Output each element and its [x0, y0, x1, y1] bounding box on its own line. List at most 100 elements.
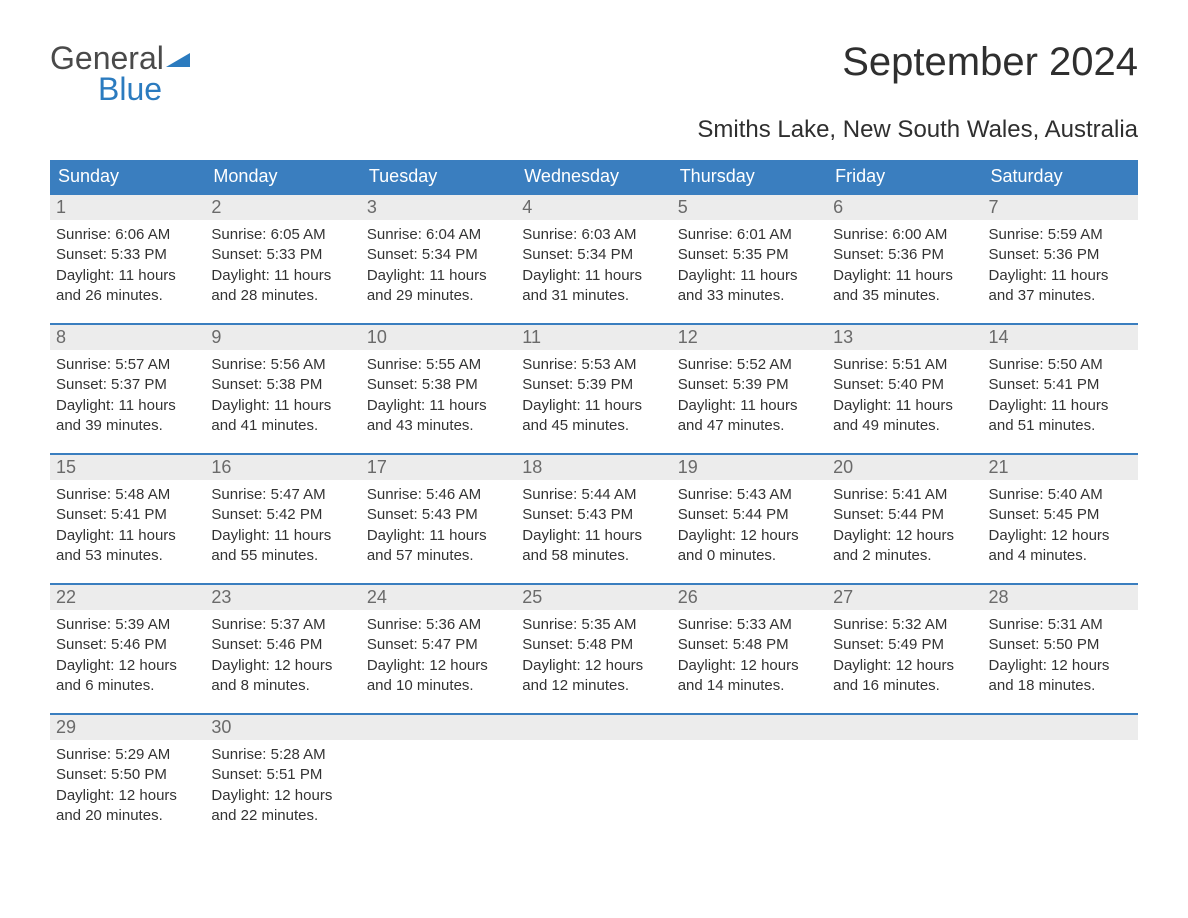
day-number: 10 — [361, 325, 516, 350]
sunset-line: Sunset: 5:34 PM — [367, 245, 510, 265]
sunrise-line: Sunrise: 5:43 AM — [678, 485, 821, 505]
day-cell: 5Sunrise: 6:01 AMSunset: 5:35 PMDaylight… — [672, 195, 827, 321]
day-cell: 4Sunrise: 6:03 AMSunset: 5:34 PMDaylight… — [516, 195, 671, 321]
sunset-line: Sunset: 5:34 PM — [522, 245, 665, 265]
sunrise-line: Sunrise: 5:51 AM — [833, 355, 976, 375]
day-cell: 11Sunrise: 5:53 AMSunset: 5:39 PMDayligh… — [516, 325, 671, 451]
day-cell: 29Sunrise: 5:29 AMSunset: 5:50 PMDayligh… — [50, 715, 205, 841]
sunset-line: Sunset: 5:33 PM — [56, 245, 199, 265]
daylight-line: Daylight: 11 hours and 39 minutes. — [56, 396, 199, 437]
daylight-line: Daylight: 12 hours and 22 minutes. — [211, 786, 354, 827]
daylight-line: Daylight: 12 hours and 12 minutes. — [522, 656, 665, 697]
daylight-line: Daylight: 11 hours and 57 minutes. — [367, 526, 510, 567]
sunrise-line: Sunrise: 5:50 AM — [989, 355, 1132, 375]
day-number: 25 — [516, 585, 671, 610]
daylight-line: Daylight: 12 hours and 10 minutes. — [367, 656, 510, 697]
day-number: 14 — [983, 325, 1138, 350]
daylight-line: Daylight: 11 hours and 45 minutes. — [522, 396, 665, 437]
day-cell: 20Sunrise: 5:41 AMSunset: 5:44 PMDayligh… — [827, 455, 982, 581]
day-number: 16 — [205, 455, 360, 480]
day-number: 8 — [50, 325, 205, 350]
daylight-line: Daylight: 12 hours and 4 minutes. — [989, 526, 1132, 567]
sunset-line: Sunset: 5:49 PM — [833, 635, 976, 655]
sunrise-line: Sunrise: 5:32 AM — [833, 615, 976, 635]
sunrise-line: Sunrise: 5:44 AM — [522, 485, 665, 505]
daylight-line: Daylight: 12 hours and 0 minutes. — [678, 526, 821, 567]
day-cell: 8Sunrise: 5:57 AMSunset: 5:37 PMDaylight… — [50, 325, 205, 451]
day-number: 22 — [50, 585, 205, 610]
week-row: 1Sunrise: 6:06 AMSunset: 5:33 PMDaylight… — [50, 193, 1138, 321]
day-number: . — [516, 715, 671, 740]
day-body: Sunrise: 5:31 AMSunset: 5:50 PMDaylight:… — [983, 610, 1138, 706]
day-body: Sunrise: 5:47 AMSunset: 5:42 PMDaylight:… — [205, 480, 360, 576]
sunrise-line: Sunrise: 5:36 AM — [367, 615, 510, 635]
day-body: Sunrise: 5:57 AMSunset: 5:37 PMDaylight:… — [50, 350, 205, 446]
day-number: 29 — [50, 715, 205, 740]
sunrise-line: Sunrise: 5:28 AM — [211, 745, 354, 765]
day-cell: 27Sunrise: 5:32 AMSunset: 5:49 PMDayligh… — [827, 585, 982, 711]
day-header: Monday — [205, 160, 360, 193]
daylight-line: Daylight: 11 hours and 35 minutes. — [833, 266, 976, 307]
day-number: 15 — [50, 455, 205, 480]
day-body: Sunrise: 5:40 AMSunset: 5:45 PMDaylight:… — [983, 480, 1138, 576]
sunrise-line: Sunrise: 6:01 AM — [678, 225, 821, 245]
day-body: Sunrise: 5:48 AMSunset: 5:41 PMDaylight:… — [50, 480, 205, 576]
sunset-line: Sunset: 5:46 PM — [56, 635, 199, 655]
day-cell: .Sunrise: Sunset: Daylight: — [361, 715, 516, 841]
day-cell: 6Sunrise: 6:00 AMSunset: 5:36 PMDaylight… — [827, 195, 982, 321]
day-number: 13 — [827, 325, 982, 350]
day-number: 26 — [672, 585, 827, 610]
sunrise-line: Sunrise: 6:05 AM — [211, 225, 354, 245]
daylight-line: Daylight: 11 hours and 28 minutes. — [211, 266, 354, 307]
day-number: 19 — [672, 455, 827, 480]
day-cell: 22Sunrise: 5:39 AMSunset: 5:46 PMDayligh… — [50, 585, 205, 711]
day-cell: 26Sunrise: 5:33 AMSunset: 5:48 PMDayligh… — [672, 585, 827, 711]
day-cell: 3Sunrise: 6:04 AMSunset: 5:34 PMDaylight… — [361, 195, 516, 321]
day-body: Sunrise: 5:33 AMSunset: 5:48 PMDaylight:… — [672, 610, 827, 706]
day-body: Sunrise: 5:43 AMSunset: 5:44 PMDaylight:… — [672, 480, 827, 576]
day-number: 18 — [516, 455, 671, 480]
week-row: 15Sunrise: 5:48 AMSunset: 5:41 PMDayligh… — [50, 453, 1138, 581]
day-number: 1 — [50, 195, 205, 220]
day-body: Sunrise: 5:44 AMSunset: 5:43 PMDaylight:… — [516, 480, 671, 576]
day-cell: 30Sunrise: 5:28 AMSunset: 5:51 PMDayligh… — [205, 715, 360, 841]
day-number: 30 — [205, 715, 360, 740]
day-number: 20 — [827, 455, 982, 480]
day-cell: 18Sunrise: 5:44 AMSunset: 5:43 PMDayligh… — [516, 455, 671, 581]
daylight-line: Daylight: 11 hours and 31 minutes. — [522, 266, 665, 307]
day-cell: 12Sunrise: 5:52 AMSunset: 5:39 PMDayligh… — [672, 325, 827, 451]
day-cell: 19Sunrise: 5:43 AMSunset: 5:44 PMDayligh… — [672, 455, 827, 581]
day-number: 17 — [361, 455, 516, 480]
logo: General Blue — [50, 40, 190, 108]
sunrise-line: Sunrise: 6:06 AM — [56, 225, 199, 245]
day-cell: .Sunrise: Sunset: Daylight: — [516, 715, 671, 841]
day-header: Friday — [827, 160, 982, 193]
sunrise-line: Sunrise: 5:53 AM — [522, 355, 665, 375]
sunrise-line: Sunrise: 5:48 AM — [56, 485, 199, 505]
day-number: 28 — [983, 585, 1138, 610]
day-body: Sunrise: 5:51 AMSunset: 5:40 PMDaylight:… — [827, 350, 982, 446]
day-number: 11 — [516, 325, 671, 350]
daylight-line: Daylight: 11 hours and 26 minutes. — [56, 266, 199, 307]
day-cell: 23Sunrise: 5:37 AMSunset: 5:46 PMDayligh… — [205, 585, 360, 711]
day-body: Sunrise: 5:39 AMSunset: 5:46 PMDaylight:… — [50, 610, 205, 706]
daylight-line: Daylight: 12 hours and 18 minutes. — [989, 656, 1132, 697]
sunrise-line: Sunrise: 5:37 AM — [211, 615, 354, 635]
daylight-line: Daylight: 11 hours and 29 minutes. — [367, 266, 510, 307]
sunset-line: Sunset: 5:44 PM — [833, 505, 976, 525]
header: General Blue September 2024 — [50, 40, 1138, 108]
day-number: 4 — [516, 195, 671, 220]
day-header: Sunday — [50, 160, 205, 193]
day-cell: 13Sunrise: 5:51 AMSunset: 5:40 PMDayligh… — [827, 325, 982, 451]
day-body: Sunrise: 6:00 AMSunset: 5:36 PMDaylight:… — [827, 220, 982, 316]
day-cell: 16Sunrise: 5:47 AMSunset: 5:42 PMDayligh… — [205, 455, 360, 581]
day-body: Sunrise: 5:29 AMSunset: 5:50 PMDaylight:… — [50, 740, 205, 836]
day-body: Sunrise: 6:04 AMSunset: 5:34 PMDaylight:… — [361, 220, 516, 316]
day-header-row: SundayMondayTuesdayWednesdayThursdayFrid… — [50, 160, 1138, 193]
sunset-line: Sunset: 5:48 PM — [678, 635, 821, 655]
week-row: 22Sunrise: 5:39 AMSunset: 5:46 PMDayligh… — [50, 583, 1138, 711]
sunrise-line: Sunrise: 5:39 AM — [56, 615, 199, 635]
day-cell: .Sunrise: Sunset: Daylight: — [672, 715, 827, 841]
sunrise-line: Sunrise: 6:00 AM — [833, 225, 976, 245]
day-number: 9 — [205, 325, 360, 350]
